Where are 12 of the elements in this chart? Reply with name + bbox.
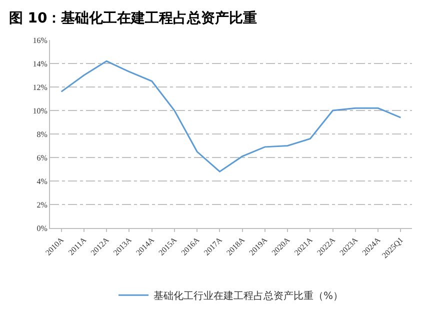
y-tick-label: 2% xyxy=(36,200,48,210)
y-tick-label: 4% xyxy=(36,176,48,186)
y-tick-label: 0% xyxy=(36,224,48,233)
y-tick-label: 10% xyxy=(32,106,48,116)
y-tick-label: 6% xyxy=(36,153,48,162)
legend-label: 基础化工行业在建工程占总资产比重（%） xyxy=(154,290,344,302)
y-tick-label: 12% xyxy=(32,82,48,92)
y-tick-label: 16% xyxy=(32,36,48,45)
y-tick-label: 8% xyxy=(36,130,48,139)
y-tick-label: 14% xyxy=(32,59,48,68)
chart-title: 图 10：基础化工在建工程占总资产比重 xyxy=(8,10,258,27)
line-series xyxy=(60,60,402,172)
